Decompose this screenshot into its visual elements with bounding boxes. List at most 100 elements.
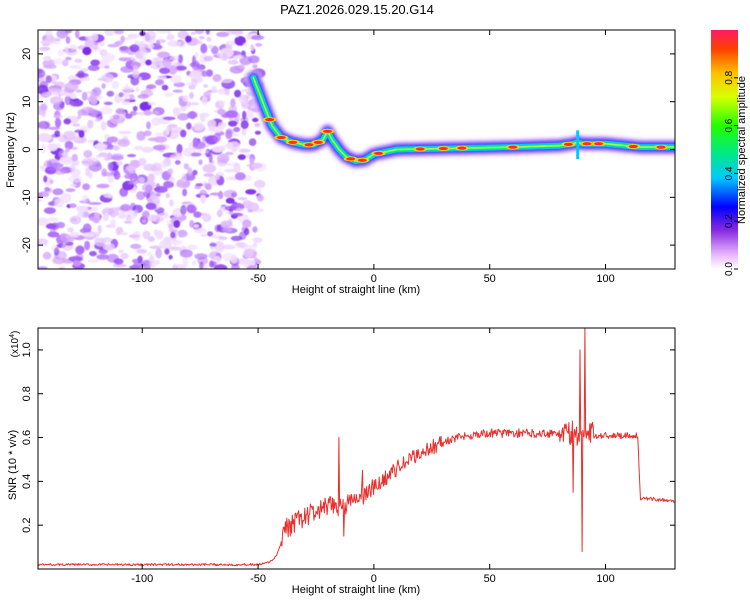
noise-blob (222, 228, 233, 232)
noise-blob (230, 235, 243, 241)
noise-blob (243, 227, 250, 236)
noise-blob (170, 75, 182, 84)
noise-blob (247, 209, 253, 213)
noise-blob (216, 153, 230, 164)
noise-blob (117, 138, 131, 147)
noise-blob (254, 123, 261, 127)
noise-blob (109, 114, 123, 125)
noise-blob (137, 255, 143, 264)
bottom-y-axis-label: SNR (10 * v/v) (7, 430, 19, 500)
noise-blob (111, 80, 120, 90)
noise-blob (135, 86, 140, 93)
ridge-hotspot (415, 147, 425, 151)
noise-blob (75, 72, 89, 78)
noise-blob (96, 183, 110, 189)
ridge-hotspot (374, 151, 384, 155)
bottom-x-axis: -100 -50 0 50 100 (131, 328, 615, 585)
noise-blob (44, 186, 50, 192)
noise-blob (86, 91, 92, 94)
noise-blob (146, 84, 157, 90)
noise-blob (120, 203, 131, 212)
noise-blob (141, 146, 154, 153)
noise-blob (183, 163, 189, 170)
noise-blob (252, 237, 263, 243)
noise-blob (189, 62, 200, 67)
noise-blob (201, 95, 208, 106)
bottom-y-tick-label: 1.0 (21, 342, 33, 357)
noise-blob (38, 105, 41, 115)
noise-blob (201, 70, 208, 77)
noise-blob (176, 143, 183, 154)
top-x-tick-label: 0 (371, 273, 377, 285)
noise-blob (64, 82, 79, 92)
noise-blob (65, 50, 78, 56)
top-y-tick-label: -10 (21, 189, 33, 205)
noise-blob (200, 233, 208, 237)
noise-blob (140, 48, 148, 57)
noise-blob (126, 165, 136, 172)
noise-blob (98, 152, 108, 158)
noise-blob (189, 92, 194, 99)
noise-blob (137, 94, 149, 99)
noise-blob (149, 245, 163, 249)
top-x-tick-label: -50 (250, 273, 266, 285)
noise-blob (169, 55, 180, 61)
noise-blob (47, 217, 59, 222)
noise-blob (124, 173, 138, 180)
noise-blob (182, 188, 188, 197)
noise-blob (205, 30, 210, 35)
bottom-y-tick-label: 0.6 (21, 430, 33, 445)
noise-blob (220, 78, 233, 84)
noise-blob (233, 54, 245, 59)
noise-blob (211, 85, 218, 94)
noise-blob (56, 30, 68, 39)
noise-blob (54, 130, 61, 138)
noise-blob (60, 233, 67, 239)
noise-blob (69, 203, 77, 209)
noise-blob (52, 114, 64, 119)
noise-blob (157, 58, 163, 62)
snr-frame (37, 327, 676, 570)
noise-blob (172, 89, 183, 93)
noise-blob (75, 89, 83, 93)
noise-blob (243, 248, 254, 258)
noise-blob (120, 252, 129, 260)
noise-blob (204, 150, 209, 154)
noise-blob (155, 39, 167, 44)
noise-blob (69, 232, 80, 238)
noise-blob (212, 74, 222, 82)
noise-blob (240, 120, 249, 130)
noise-blob (138, 177, 145, 184)
colorbar-tick-label: 0.2 (724, 214, 735, 228)
noise-blob (87, 108, 99, 116)
noise-blob (126, 154, 137, 158)
noise-blob (104, 30, 113, 35)
noise-blob (180, 205, 187, 215)
noise-blob (194, 52, 199, 58)
noise-blob (151, 117, 161, 126)
noise-blob (147, 236, 155, 243)
noise-blob (65, 56, 72, 61)
noise-blob (164, 248, 170, 255)
colorbar-tick-label: 0.4 (724, 166, 735, 180)
noise-blob (223, 168, 237, 173)
noise-blob (62, 130, 77, 141)
noise-blob (173, 239, 178, 246)
noise-blob (193, 224, 199, 228)
noise-blob (225, 197, 235, 204)
noise-blob (163, 92, 174, 97)
noise-blob (186, 122, 192, 130)
ridge-hotspot (304, 143, 314, 147)
noise-blob (73, 260, 81, 267)
noise-blob (145, 59, 152, 66)
noise-blob (211, 261, 217, 268)
noise-blob (130, 243, 142, 250)
noise-blob (234, 172, 246, 181)
noise-blob (173, 220, 181, 228)
snr-series-line (38, 328, 675, 567)
noise-blob (69, 215, 82, 225)
noise-blob (65, 147, 70, 153)
noise-blob (113, 30, 125, 35)
top-x-axis: -100 -50 0 50 100 (131, 30, 615, 285)
noise-blob (132, 105, 138, 112)
